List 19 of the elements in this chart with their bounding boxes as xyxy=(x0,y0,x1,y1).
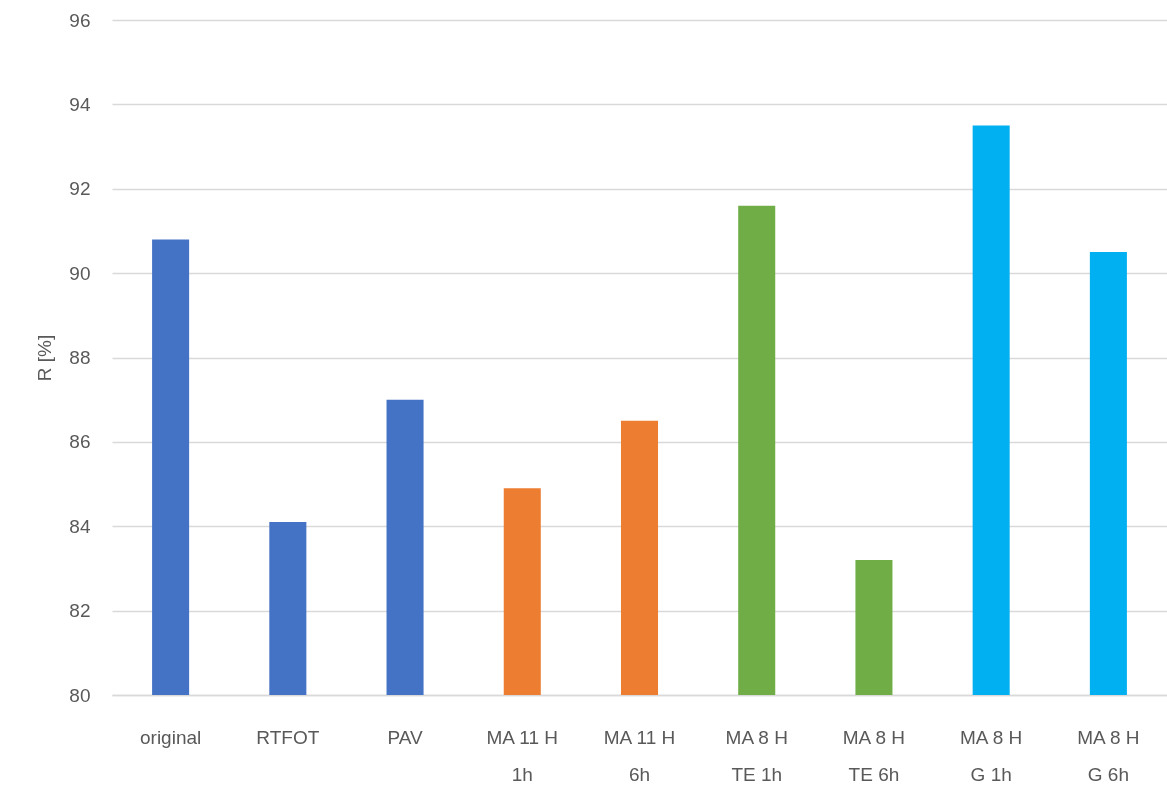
x-tick-label: PAV xyxy=(387,726,423,748)
x-tick-label: MA 8 H TE 6h xyxy=(842,726,906,785)
y-tick-label: 90 xyxy=(69,262,91,284)
y-tick-label: 82 xyxy=(69,600,91,622)
x-tick-label: MA 11 H 1h xyxy=(486,726,559,785)
y-tick-label: 84 xyxy=(69,515,91,537)
y-tick-label: 86 xyxy=(69,431,91,453)
y-tick-label: 80 xyxy=(69,684,91,706)
y-tick-label: 88 xyxy=(69,347,91,368)
y-tick-label: 96 xyxy=(69,9,91,31)
x-tick-label: MA 8 H G 1h xyxy=(960,726,1023,785)
y-tick-label: 94 xyxy=(69,93,91,115)
y-tick-label: 92 xyxy=(69,178,91,200)
x-tick-label: original xyxy=(139,726,202,748)
x-tick-label: MA 8 H TE 1h xyxy=(725,726,788,785)
x-tick-label: RTFOT xyxy=(256,726,320,748)
y-axis-title: R [%] xyxy=(34,334,56,382)
x-tick-label: MA 8 H G 6h xyxy=(1077,726,1140,785)
x-tick-label: MA 11 H 6h xyxy=(603,726,676,785)
